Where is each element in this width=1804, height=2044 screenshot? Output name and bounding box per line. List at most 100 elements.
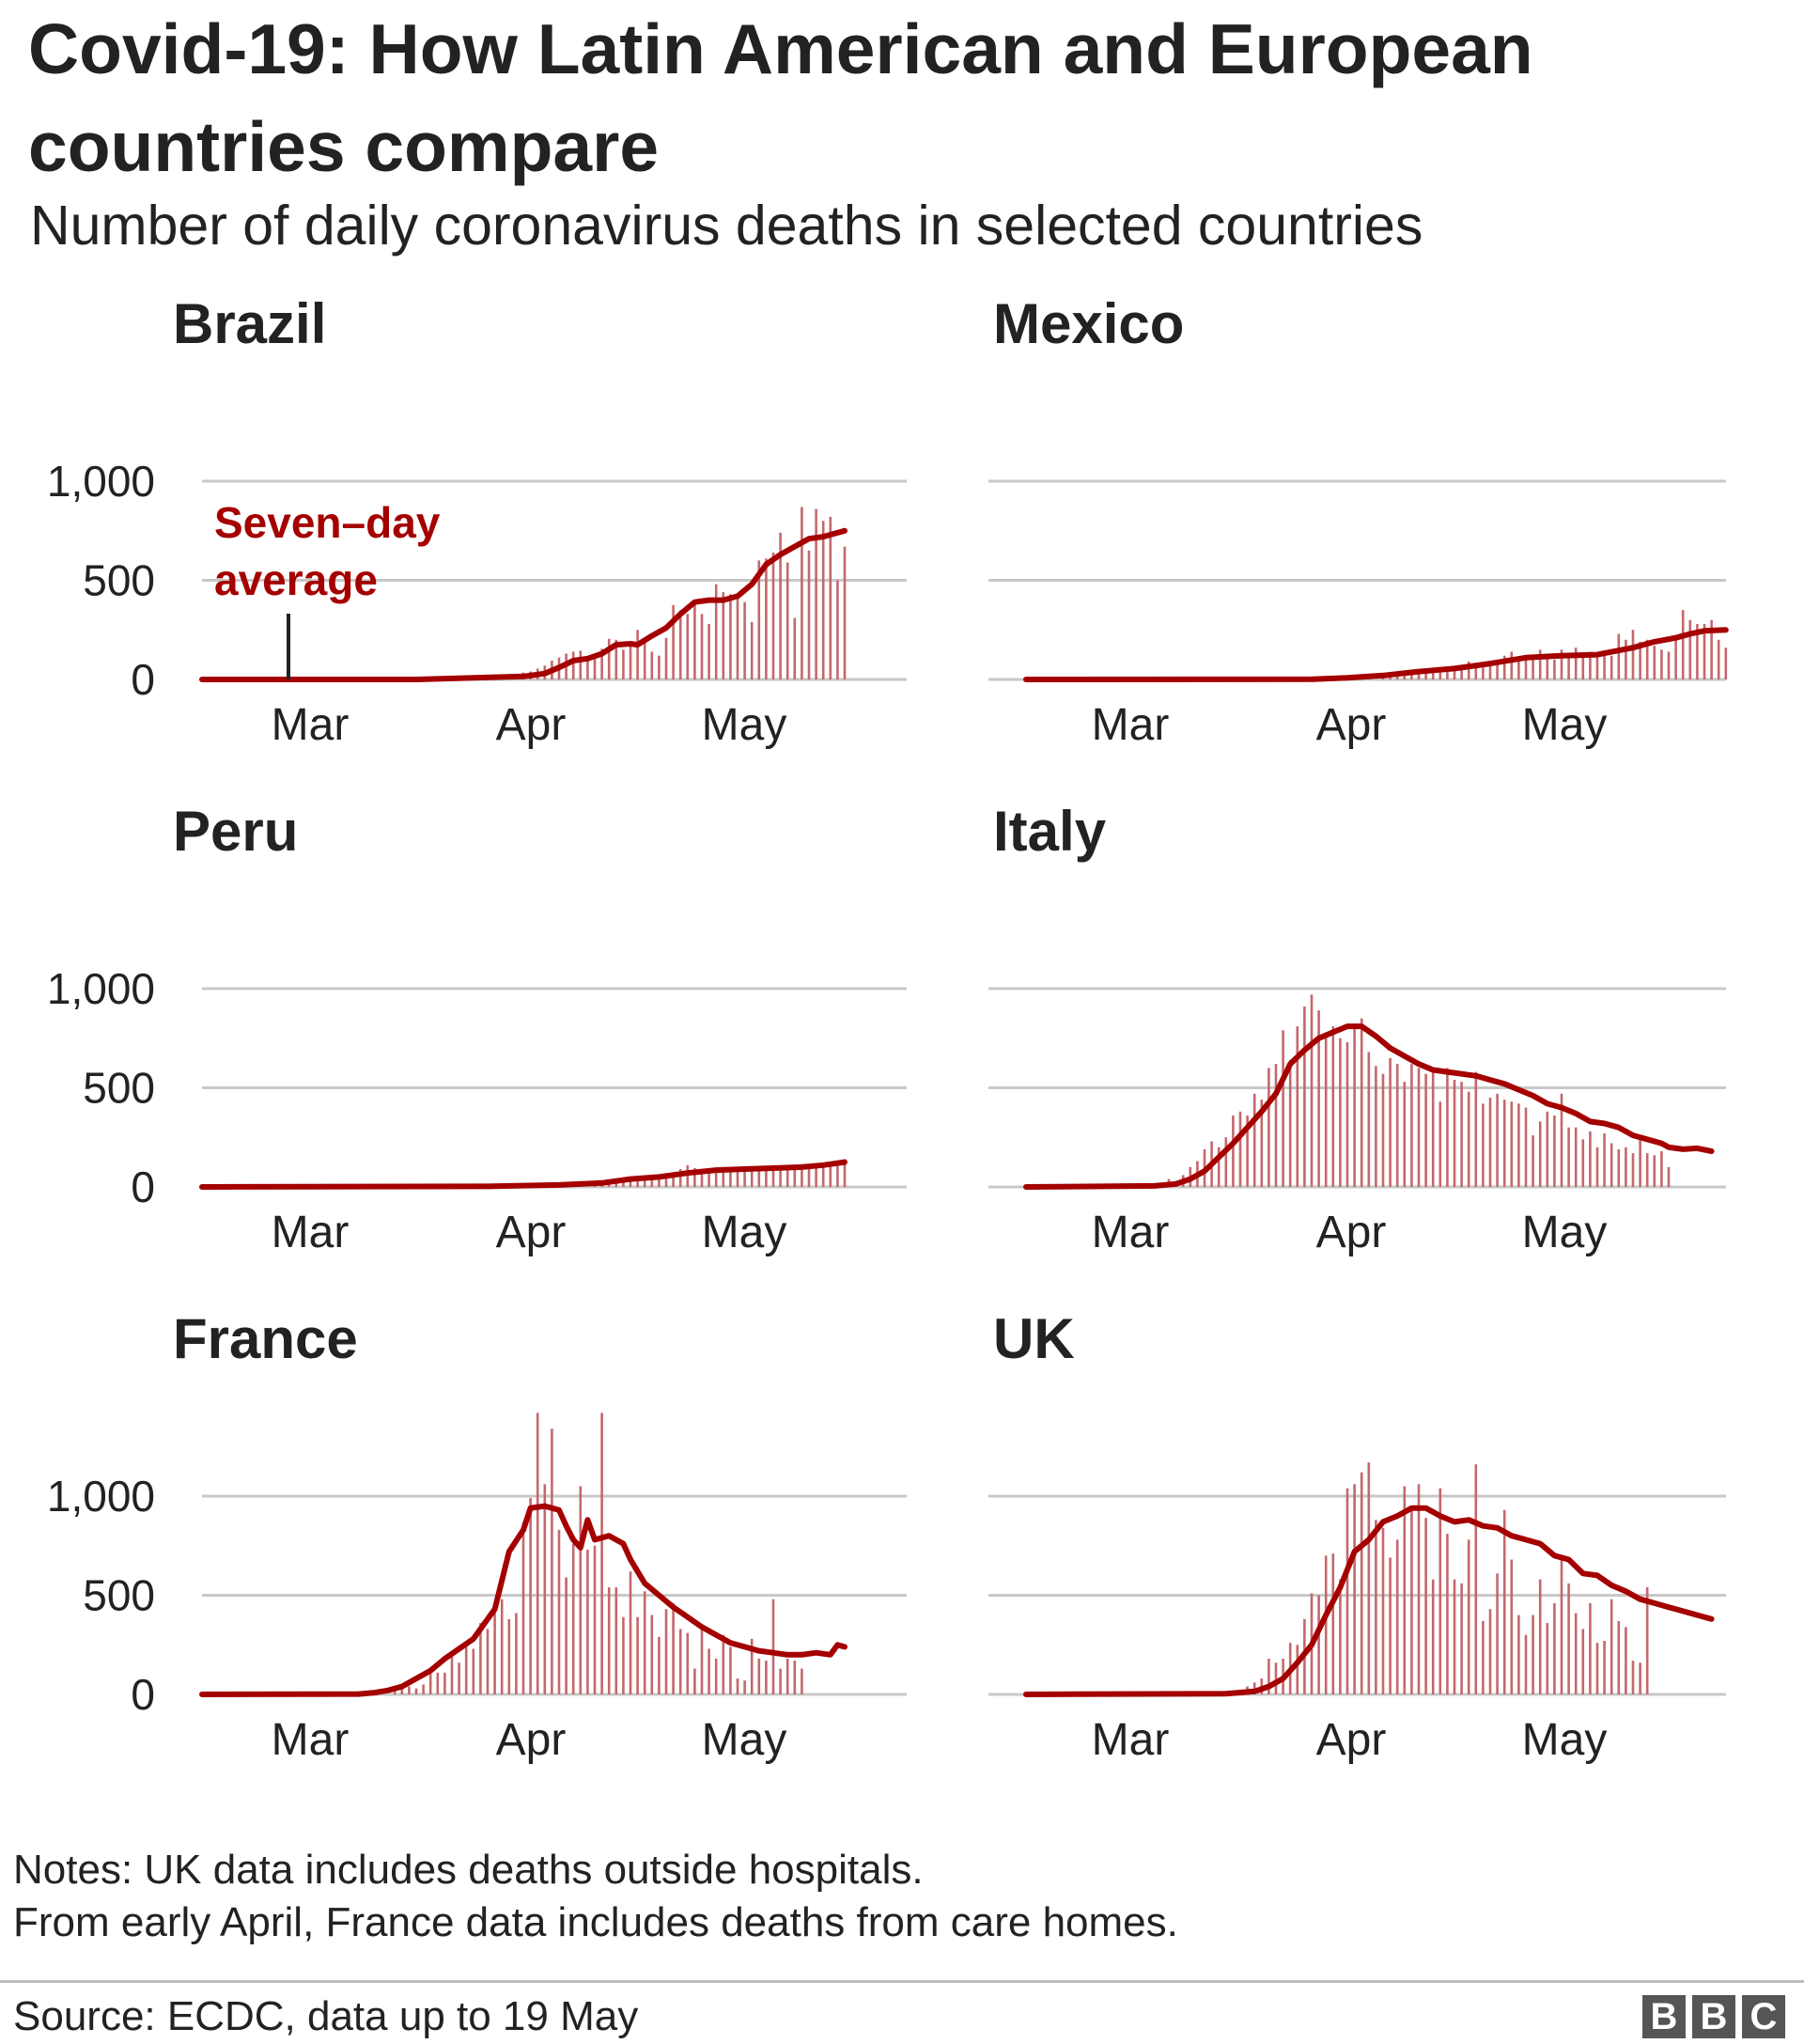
daily-bar xyxy=(1710,619,1713,679)
daily-bar xyxy=(1567,1583,1570,1694)
daily-bar xyxy=(1625,1147,1627,1187)
daily-bar xyxy=(686,1632,690,1694)
daily-bar xyxy=(1532,657,1534,679)
daily-bar xyxy=(785,1165,789,1187)
daily-bar xyxy=(600,1412,603,1694)
daily-bar xyxy=(1467,1091,1470,1187)
daily-bar xyxy=(1510,651,1514,679)
daily-bar xyxy=(779,532,782,679)
daily-bar xyxy=(1267,1659,1270,1694)
daily-bar xyxy=(1367,1052,1371,1187)
daily-bar xyxy=(643,1176,646,1187)
daily-bar xyxy=(1403,1082,1407,1187)
daily-bar xyxy=(607,1587,611,1694)
daily-bar xyxy=(1403,1486,1407,1694)
daily-bar xyxy=(1232,1116,1235,1187)
daily-bar xyxy=(1631,630,1635,679)
daily-bar xyxy=(658,1636,661,1694)
daily-bar xyxy=(1639,1662,1641,1694)
daily-bar xyxy=(708,623,710,679)
bbc-logo-letter: B xyxy=(1692,1995,1735,2038)
panel-peru: Peru 0 500 1,000 Mar Apr May xyxy=(47,800,907,1257)
daily-bar xyxy=(1238,1111,1242,1187)
daily-bar xyxy=(551,1428,553,1694)
daily-bar xyxy=(1474,663,1478,679)
daily-bar xyxy=(1502,655,1506,679)
daily-bar xyxy=(829,516,832,679)
daily-bar xyxy=(636,1176,639,1187)
panel-france: France 0 500 1,000 Mar Apr May xyxy=(47,1307,907,1765)
x-tick-label: Mar xyxy=(1092,1715,1170,1765)
daily-bar xyxy=(1474,1464,1478,1694)
daily-bar xyxy=(722,1634,725,1694)
daily-bar xyxy=(664,1609,668,1694)
daily-bar xyxy=(750,1638,754,1694)
daily-bar xyxy=(1424,1518,1427,1694)
daily-bar xyxy=(1696,623,1699,679)
daily-bar xyxy=(1645,1587,1649,1694)
daily-bar xyxy=(1532,1135,1534,1187)
daily-bar xyxy=(836,1162,839,1187)
daily-bar xyxy=(479,1623,482,1694)
seven-day-average-line xyxy=(199,527,848,682)
daily-bar xyxy=(779,1166,782,1187)
panel-title: Mexico xyxy=(993,292,1184,355)
x-tick-label: Mar xyxy=(1092,1208,1170,1257)
annotation-label: average xyxy=(214,555,378,604)
daily-bar xyxy=(622,1616,625,1694)
panel-title: UK xyxy=(993,1307,1075,1370)
daily-bar xyxy=(1595,655,1599,679)
daily-bar xyxy=(1488,1609,1492,1694)
daily-bar xyxy=(708,1648,710,1694)
panel-brazil: Brazil 0 500 1,000 Mar Apr May Seven–day average xyxy=(47,292,907,750)
daily-bar xyxy=(843,546,847,679)
x-tick-label: Mar xyxy=(272,1208,350,1257)
daily-bar xyxy=(1631,1153,1635,1187)
daily-bar xyxy=(593,1545,597,1694)
daily-bar xyxy=(1439,1488,1442,1694)
x-tick-label: Apr xyxy=(1316,1208,1387,1257)
daily-bar xyxy=(1403,672,1407,679)
daily-bar xyxy=(1581,1139,1585,1187)
daily-bar xyxy=(1625,639,1627,679)
daily-bar xyxy=(607,638,611,679)
daily-bar xyxy=(714,1659,718,1694)
daily-bar xyxy=(1625,1627,1627,1694)
daily-bar xyxy=(1502,1100,1506,1187)
daily-bar xyxy=(693,1668,696,1694)
daily-bar xyxy=(1331,1553,1335,1694)
daily-bar xyxy=(1553,1116,1556,1187)
daily-bar xyxy=(1589,1131,1592,1187)
daily-bar xyxy=(1574,1613,1578,1694)
daily-bar xyxy=(493,1609,496,1694)
panel-italy: Italy Mar Apr May xyxy=(988,800,1726,1257)
daily-bar xyxy=(1560,1093,1563,1187)
daily-bar xyxy=(1296,1026,1299,1187)
daily-bar xyxy=(1538,1579,1542,1694)
daily-bar xyxy=(664,1176,668,1187)
daily-bar xyxy=(622,649,625,679)
x-tick-label: Mar xyxy=(1092,700,1170,750)
daily-bar xyxy=(714,1167,718,1187)
daily-bar xyxy=(436,1672,440,1694)
daily-bar xyxy=(1488,662,1492,679)
daily-bar xyxy=(793,1164,797,1187)
daily-bar xyxy=(1417,1484,1421,1694)
daily-bar xyxy=(829,1162,832,1187)
daily-bar xyxy=(700,614,704,679)
daily-bar xyxy=(771,1164,775,1187)
daily-bar xyxy=(1467,1539,1470,1694)
daily-bar xyxy=(593,655,597,679)
daily-bar xyxy=(1538,1121,1542,1187)
daily-bar xyxy=(1517,660,1520,679)
daily-bar xyxy=(750,621,754,679)
daily-bar xyxy=(1660,1151,1663,1187)
daily-bar xyxy=(1310,994,1314,1187)
daily-bar xyxy=(1282,1030,1284,1187)
daily-bar xyxy=(658,655,661,679)
daily-bar xyxy=(1375,1520,1377,1694)
x-tick-label: May xyxy=(1522,700,1608,750)
daily-bar xyxy=(1560,1559,1563,1694)
daily-bar xyxy=(443,1672,446,1694)
daily-bar xyxy=(1331,1026,1335,1187)
